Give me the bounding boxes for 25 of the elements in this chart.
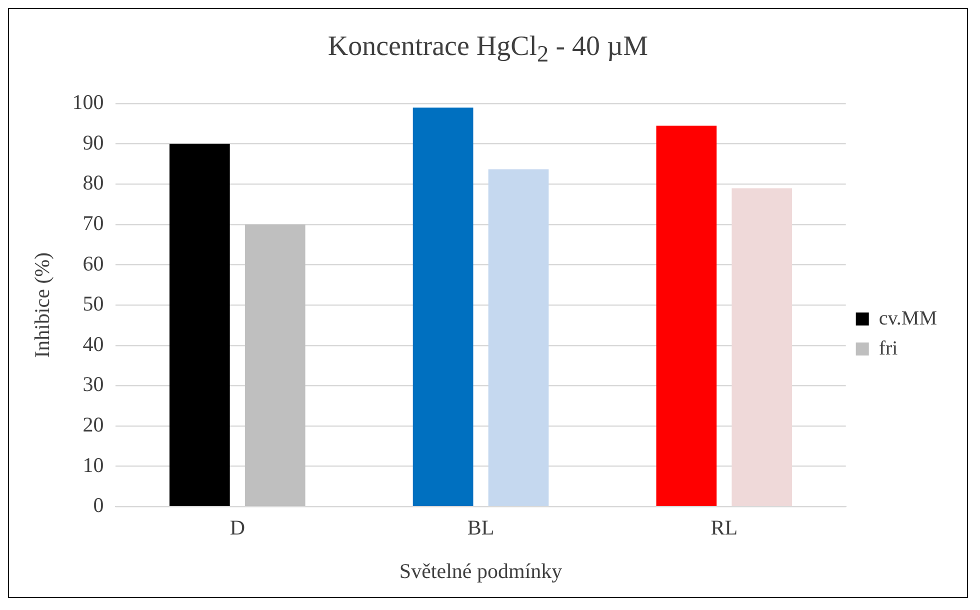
y-tick-label: 60 (82, 251, 104, 276)
legend-label: fri (878, 337, 898, 360)
bar (732, 188, 792, 506)
y-tick-label: 50 (82, 292, 104, 316)
bar (244, 224, 306, 506)
x-tick-label: RL (710, 516, 738, 540)
y-tick-label: 10 (82, 452, 104, 477)
x-axis-title: Světelné podmínky (399, 558, 563, 583)
chart-title: Koncentrace HgCl$_{2}$ - 40 µM (326, 30, 650, 70)
bar (169, 144, 230, 506)
y-tick-label: 40 (82, 332, 104, 356)
y-tick-label: 0 (93, 493, 104, 518)
y-tick-label: 90 (82, 130, 104, 154)
y-tick-label: 100 (72, 90, 104, 114)
bar (656, 126, 717, 506)
x-tick-label: D (230, 516, 245, 540)
y-axis-title: Inhibice (%) (30, 252, 54, 358)
y-tick-label: 20 (82, 412, 104, 437)
y-tick-label: 70 (82, 211, 104, 236)
y-tick-label: 30 (82, 372, 104, 396)
x-tick-label: BL (467, 516, 494, 540)
y-tick-label: 80 (82, 170, 104, 195)
legend-label: cv.MM (878, 307, 938, 330)
bar (488, 169, 549, 506)
bar (412, 108, 474, 506)
